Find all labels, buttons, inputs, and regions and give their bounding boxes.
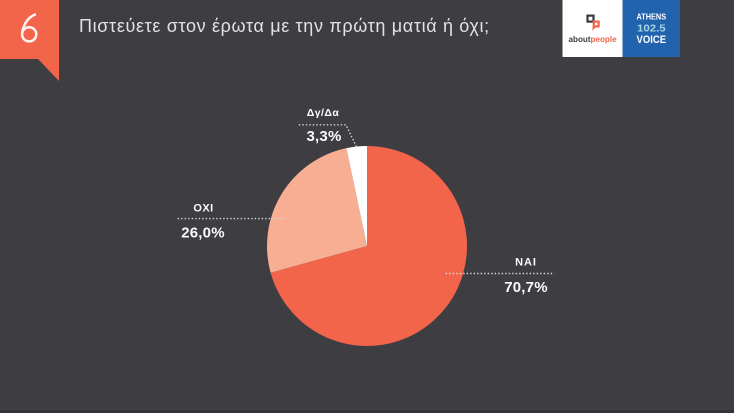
svg-text:Δγ/Δα: Δγ/Δα — [307, 107, 340, 119]
svg-text:ΝΑΙ: ΝΑΙ — [515, 257, 537, 269]
svg-text:aboutpeople: aboutpeople — [569, 35, 618, 44]
svg-text:Πιστεύετε στον έρωτα με την πρ: Πιστεύετε στον έρωτα με την πρώτη ματιά … — [79, 16, 490, 36]
svg-text:26,0%: 26,0% — [181, 224, 225, 241]
svg-text:VOICE: VOICE — [637, 34, 667, 46]
svg-text:ATHENS: ATHENS — [636, 11, 666, 21]
svg-text:ΟΧΙ: ΟΧΙ — [193, 203, 213, 215]
svg-text:3,3%: 3,3% — [307, 128, 342, 145]
svg-text:102.5: 102.5 — [637, 24, 666, 35]
svg-text:70,7%: 70,7% — [504, 279, 548, 296]
